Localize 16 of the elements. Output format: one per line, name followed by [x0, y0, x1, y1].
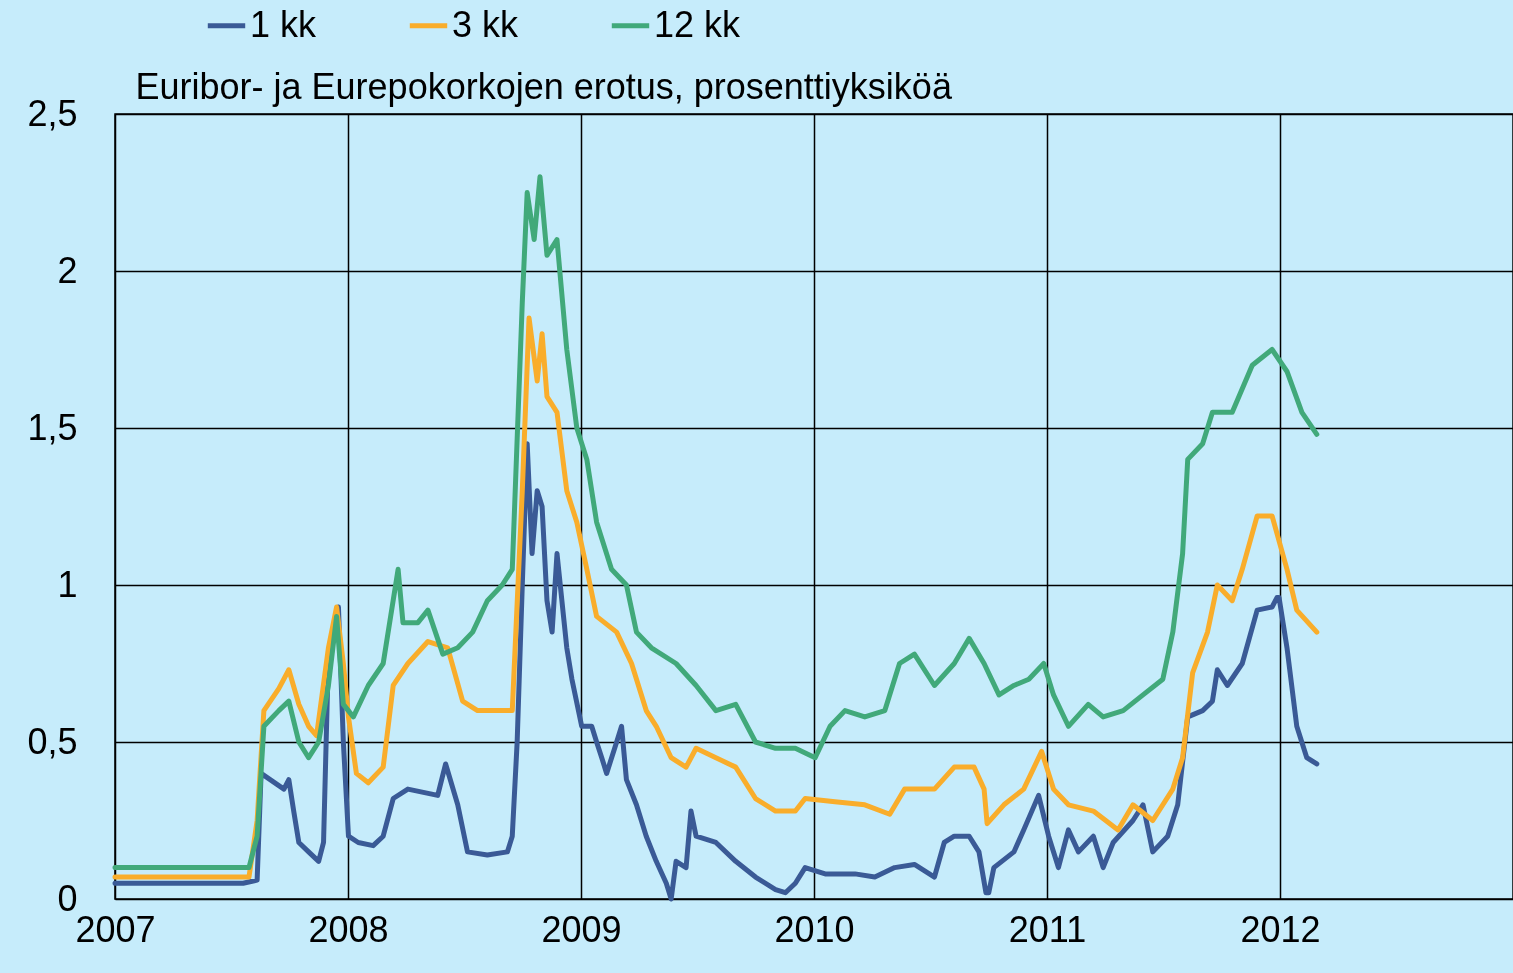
legend-label: 1 kk — [250, 3, 318, 45]
y-tick-label: 0 — [57, 877, 78, 919]
y-tick-label: 0,5 — [27, 720, 78, 762]
x-tick-label: 2007 — [75, 908, 156, 950]
y-tick-label: 2 — [57, 249, 78, 291]
x-tick-label: 2011 — [1008, 908, 1087, 950]
y-tick-label: 1 — [57, 563, 78, 605]
legend-label: 12 kk — [654, 3, 742, 45]
x-tick-label: 2012 — [1240, 908, 1321, 950]
y-axis-title: Euribor- ja Eurepokorkojen erotus, prosenttiyksiköä — [135, 65, 953, 107]
y-tick-label: 1,5 — [27, 406, 78, 448]
legend-label: 3 kk — [452, 3, 520, 45]
x-tick-label: 2009 — [541, 908, 622, 950]
x-tick-label: 2010 — [774, 908, 855, 950]
y-tick-label: 2,5 — [27, 92, 78, 134]
x-tick-label: 2008 — [308, 908, 389, 950]
